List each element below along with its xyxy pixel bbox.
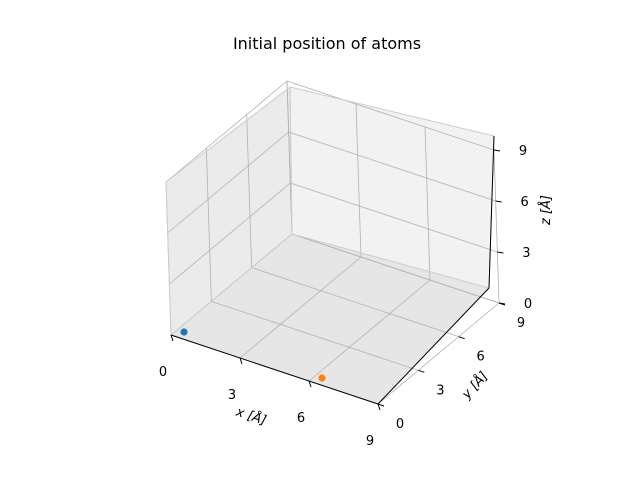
x-tick-label-3: 9 [366,434,374,449]
grid-line-x-back-1 [355,103,362,258]
x-tick-label-0: 0 [159,365,167,380]
grid-line-x-back-2 [424,126,431,281]
pane-y-back [166,87,292,335]
y-tick-label-0: 0 [396,417,404,432]
grid-line-z-back-1 [290,182,498,253]
chart-title: Initial position of atoms [233,34,421,53]
grid-line-y-floor-1 [211,300,419,371]
z-tick-label-0: 0 [524,297,532,312]
z-tick-mark-1 [497,251,504,254]
atom-point-0 [180,328,188,336]
z-tick-mark-3 [493,149,501,152]
y-tick-mark-2 [458,336,465,340]
x-tick-mark-3 [377,403,381,411]
z-tick-mark-2 [495,200,502,203]
data-points [180,328,326,382]
y-axis-line [377,287,490,405]
x-tick-label-2: 6 [297,411,305,426]
grid-line-x-floor-3 [377,302,500,405]
x-tick-mark-1 [239,357,243,365]
z-axis-label: z [Å] [538,195,554,226]
grid-line-y-floor-2 [251,267,459,338]
x-tick-mark-0 [170,334,174,342]
atom-point-1 [318,374,326,382]
grid-line-z-back-2 [288,131,496,202]
z-tick-label-2: 6 [521,195,529,210]
grid-line-y-back-2 [246,114,253,268]
z-tick-label-1: 3 [522,246,530,261]
grid-line-z-side-3 [165,80,288,183]
pane-x-back [290,87,494,288]
grid-line-y-back-1 [205,148,212,302]
grid-line-z-back-3 [286,80,495,151]
y-tick-label-3: 9 [517,316,525,331]
x-tick-label-1: 3 [228,388,236,403]
grid-line-x-floor-2 [308,279,431,382]
y-tick-mark-0 [377,403,385,407]
y-tick-mark-1 [418,369,425,373]
y-tick-label-1: 3 [436,383,444,398]
grid-line-z-back-0 [291,233,500,304]
z-tick-label-3: 9 [519,144,527,159]
grid-line-z-side-2 [167,131,289,234]
z-axis-line [488,135,495,289]
y-tick-label-2: 6 [477,350,485,365]
z-tick-mark-0 [498,302,506,305]
grid-line-z-side-1 [169,182,291,285]
axis-ticks: 0 3 6 9 0 3 6 9 0 3 6 9 [159,144,532,449]
x-axis-line [170,334,379,405]
grid-line-x-floor-1 [239,256,362,359]
grid-line-x-back-3 [493,149,500,304]
x-tick-mark-2 [308,380,312,388]
